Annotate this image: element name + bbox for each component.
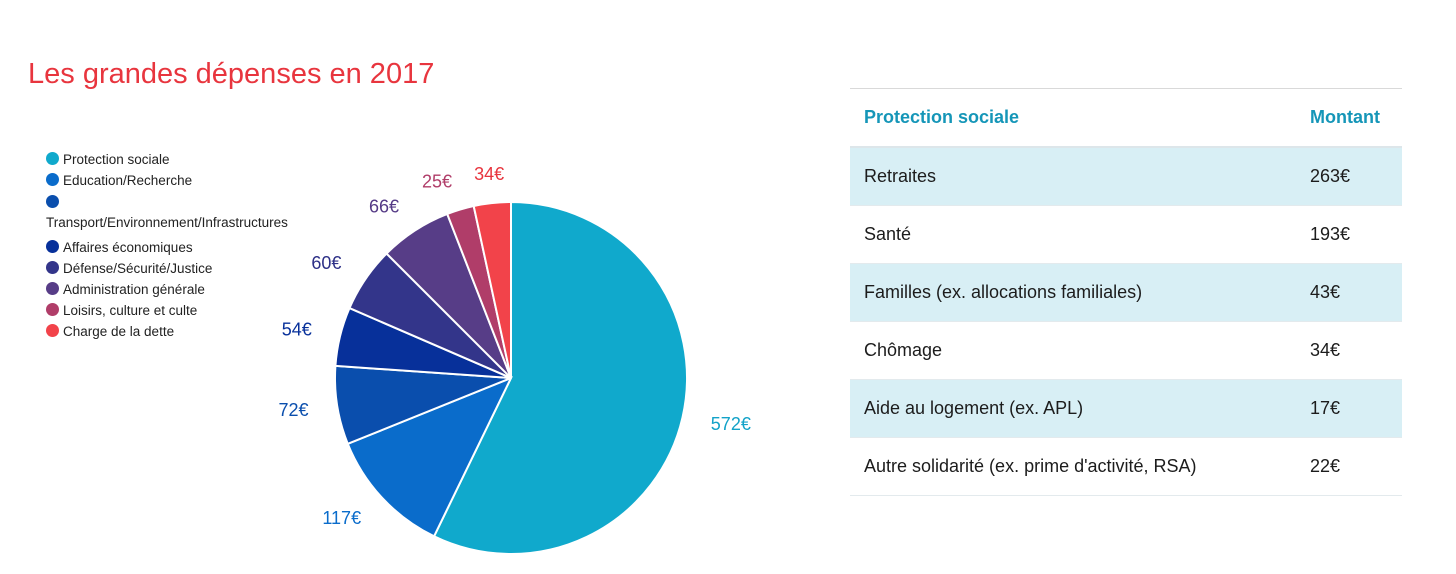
pie-value-label: 60€ xyxy=(311,253,341,273)
legend-label: Charge de la dette xyxy=(63,324,175,339)
row-label: Santé xyxy=(850,205,1296,264)
legend-label: Transport/Environnement/Infrastructures xyxy=(46,215,288,230)
table-row: Familles (ex. allocations familiales) 43… xyxy=(850,263,1402,322)
pie-slice xyxy=(472,200,512,379)
table-header-amount: Montant xyxy=(1296,89,1402,148)
pie-value-label: 34€ xyxy=(474,164,504,184)
pie-value-label: 54€ xyxy=(282,320,312,340)
row-label: Autre solidarité (ex. prime d'activité, … xyxy=(850,437,1296,496)
pie-value-label: 66€ xyxy=(369,196,399,216)
legend-swatch xyxy=(46,173,59,186)
table-row: Aide au logement (ex. APL) 17€ xyxy=(850,379,1402,438)
pie-value-label: 72€ xyxy=(278,400,308,420)
row-amount: 17€ xyxy=(1296,379,1402,438)
legend-label: Affaires économiques xyxy=(63,240,193,255)
legend-item: Protection sociale xyxy=(46,149,316,170)
row-amount: 22€ xyxy=(1296,437,1402,496)
table-row: Chômage 34€ xyxy=(850,321,1402,380)
legend-label: Loisirs, culture et culte xyxy=(63,303,198,318)
row-amount: 43€ xyxy=(1296,263,1402,322)
table-row: Autre solidarité (ex. prime d'activité, … xyxy=(850,437,1402,496)
legend-swatch xyxy=(46,261,59,274)
legend-label: Education/Recherche xyxy=(63,173,193,188)
legend-label: Protection sociale xyxy=(63,152,170,167)
legend-item: Défense/Sécurité/Justice xyxy=(46,258,316,279)
page-title: Les grandes dépenses en 2017 xyxy=(28,58,435,90)
row-amount: 193€ xyxy=(1296,205,1402,264)
table-header-row: Protection sociale Montant xyxy=(850,89,1402,148)
row-amount: 263€ xyxy=(1296,147,1402,206)
table-row: Retraites 263€ xyxy=(850,147,1402,206)
protection-sociale-table-wrap: Protection sociale Montant Retraites 263… xyxy=(850,88,1402,496)
legend-item: Affaires économiques xyxy=(46,237,316,258)
pie-value-label: 25€ xyxy=(422,172,452,192)
legend-item: Transport/Environnement/Infrastructures xyxy=(46,195,316,237)
pie-value-label: 572€ xyxy=(711,414,751,434)
legend-swatch xyxy=(46,195,59,208)
row-label: Chômage xyxy=(850,321,1296,380)
protection-sociale-table: Protection sociale Montant Retraites 263… xyxy=(850,89,1402,496)
chart-legend: Protection sociale Education/Recherche Tra… xyxy=(46,149,316,342)
legend-item: Administration générale xyxy=(46,279,316,300)
legend-swatch xyxy=(46,324,59,337)
pie-value-label: 117€ xyxy=(322,508,361,528)
pie-slice xyxy=(432,200,688,555)
legend-item: Education/Recherche xyxy=(46,170,316,191)
row-amount: 34€ xyxy=(1296,321,1402,380)
table-header-category: Protection sociale xyxy=(850,89,1296,148)
row-label: Aide au logement (ex. APL) xyxy=(850,379,1296,438)
legend-item: Loisirs, culture et culte xyxy=(46,300,316,321)
legend-label: Administration générale xyxy=(63,282,205,297)
legend-item: Charge de la dette xyxy=(46,321,316,342)
legend-label: Défense/Sécurité/Justice xyxy=(63,261,213,276)
row-label: Familles (ex. allocations familiales) xyxy=(850,263,1296,322)
legend-swatch xyxy=(46,240,59,253)
pie-chart: 572€ 117€ 72€ 54€ 60€ 66€ 25€ 34€ xyxy=(278,164,751,555)
pie-slice xyxy=(346,376,514,538)
table-row: Santé 193€ xyxy=(850,205,1402,264)
legend-swatch xyxy=(46,282,59,295)
legend-swatch xyxy=(46,303,59,316)
row-label: Retraites xyxy=(850,147,1296,206)
legend-swatch xyxy=(46,152,59,165)
